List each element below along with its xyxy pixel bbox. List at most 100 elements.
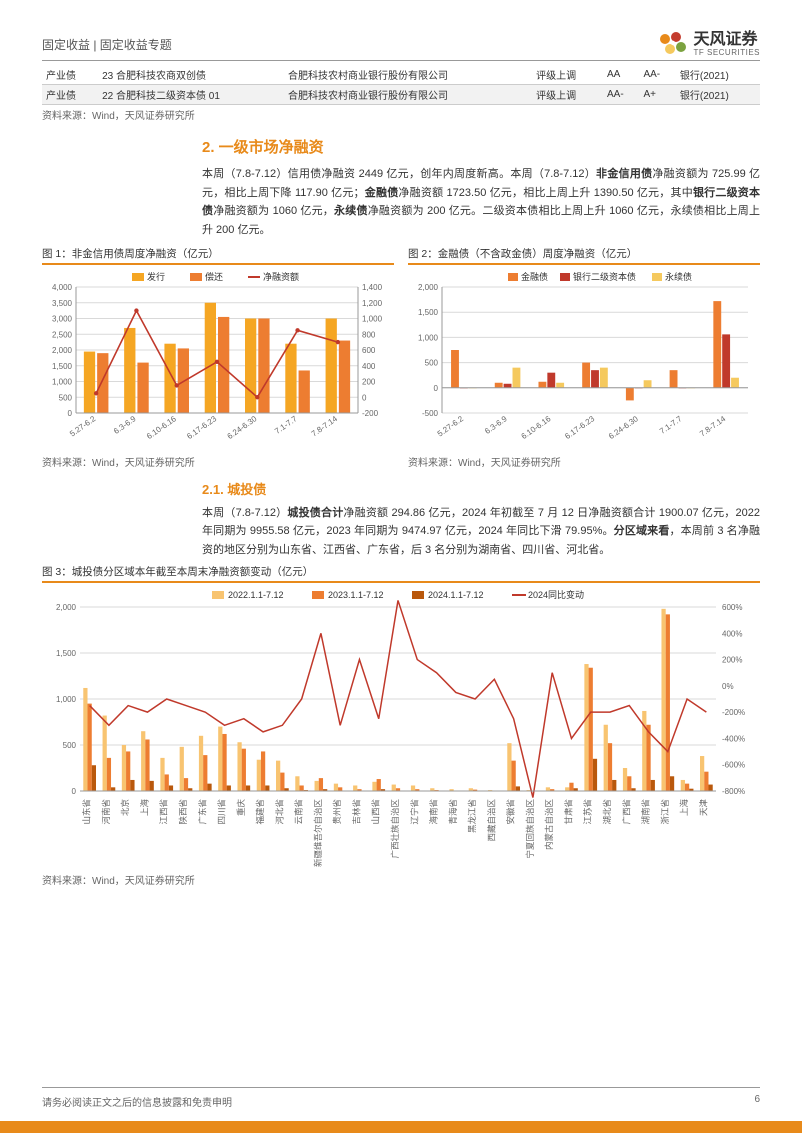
logo-text: 天风证券 <box>693 32 760 48</box>
table-cell: AA- <box>639 65 675 85</box>
svg-text:发行: 发行 <box>147 271 165 282</box>
logo-subtext: TF SECURITIES <box>693 48 760 57</box>
chart-1-title: 图 1：非金信用债周度净融资（亿元） <box>42 246 394 265</box>
svg-text:-800%: -800% <box>722 787 745 796</box>
chart-1: 发行偿还净融资额05001,0001,5002,0002,5003,0003,5… <box>42 269 392 449</box>
svg-text:1,400: 1,400 <box>362 283 383 292</box>
svg-text:-500: -500 <box>422 409 439 418</box>
svg-text:1,500: 1,500 <box>56 649 77 658</box>
svg-text:2024.1.1-7.12: 2024.1.1-7.12 <box>428 590 484 600</box>
svg-text:1,500: 1,500 <box>418 308 439 317</box>
chart-2-title: 图 2：金融债（不含政金债）周度净融资（亿元） <box>408 246 760 265</box>
svg-text:3,500: 3,500 <box>52 299 73 308</box>
table-cell: 22 合肥科技二级资本债 01 <box>98 85 284 105</box>
svg-text:6.3-6.9: 6.3-6.9 <box>483 414 509 436</box>
table-cell: A+ <box>639 85 675 105</box>
svg-text:广西壮族自治区: 广西壮族自治区 <box>390 798 400 858</box>
svg-text:2,000: 2,000 <box>52 346 73 355</box>
chart-3-source: 资料来源：Wind，天风证券研究所 <box>42 872 760 887</box>
svg-text:6.10-6.16: 6.10-6.16 <box>145 414 178 441</box>
table-cell: 合肥科技农村商业银行股份有限公司 <box>284 85 532 105</box>
svg-text:山西省: 山西省 <box>371 798 381 824</box>
svg-text:江西省: 江西省 <box>159 798 169 824</box>
chart-1-source: 资料来源：Wind，天风证券研究所 <box>42 454 394 469</box>
table-cell: 合肥科技农村商业银行股份有限公司 <box>284 65 532 85</box>
svg-text:1,500: 1,500 <box>52 362 73 371</box>
svg-text:北京: 北京 <box>120 799 130 816</box>
page-number: 6 <box>754 1094 760 1109</box>
svg-text:广东省: 广东省 <box>197 798 207 824</box>
svg-text:500: 500 <box>59 393 73 402</box>
svg-text:海南省: 海南省 <box>429 798 439 824</box>
svg-text:4,000: 4,000 <box>52 283 73 292</box>
svg-text:1,000: 1,000 <box>418 333 439 342</box>
section-2-1-title: 2.1. 城投债 <box>202 479 760 498</box>
svg-text:贵州省: 贵州省 <box>332 798 342 824</box>
svg-text:重庆: 重庆 <box>236 798 246 816</box>
footer-disclaimer: 请务必阅读正文之后的信息披露和免责申明 <box>42 1094 232 1109</box>
chart-3-block: 图 3：城投债分区域本年截至本周末净融资额变动（亿元） 2022.1.1-7.1… <box>42 564 760 887</box>
svg-text:500: 500 <box>425 358 439 367</box>
svg-text:宁夏回族自治区: 宁夏回族自治区 <box>525 798 535 858</box>
table-cell: AA- <box>603 85 639 105</box>
svg-text:吉林省: 吉林省 <box>351 798 361 824</box>
header-category: 固定收益 | 固定收益专题 <box>42 36 172 53</box>
svg-text:200: 200 <box>362 377 376 386</box>
svg-text:新疆维吾尔自治区: 新疆维吾尔自治区 <box>313 798 323 866</box>
svg-text:0%: 0% <box>722 682 734 691</box>
chart-2-source: 资料来源：Wind，天风证券研究所 <box>408 454 760 469</box>
table-cell: 产业债 <box>42 65 98 85</box>
svg-text:0: 0 <box>68 409 73 418</box>
page-header: 固定收益 | 固定收益专题 天风证券 TF SECURITIES <box>42 30 760 61</box>
svg-text:6.3-6.9: 6.3-6.9 <box>112 414 138 436</box>
svg-text:河北省: 河北省 <box>274 798 284 824</box>
svg-text:上海: 上海 <box>679 798 689 816</box>
svg-text:200%: 200% <box>722 655 742 664</box>
svg-text:1,000: 1,000 <box>56 695 77 704</box>
svg-text:6.24-6.30: 6.24-6.30 <box>226 414 259 441</box>
svg-text:偿还: 偿还 <box>205 271 223 282</box>
svg-text:800: 800 <box>362 330 376 339</box>
chart-2-block: 图 2：金融债（不含政金债）周度净融资（亿元） 金融债银行二级资本债永续债-50… <box>408 246 760 469</box>
footer-stripe <box>0 1121 802 1133</box>
chart-2: 金融债银行二级资本债永续债-50005001,0001,5002,0005.27… <box>408 269 758 449</box>
svg-text:400: 400 <box>362 362 376 371</box>
table-cell: 银行(2021) <box>676 65 760 85</box>
svg-text:500: 500 <box>63 741 77 750</box>
page-footer: 请务必阅读正文之后的信息披露和免责申明 6 <box>42 1087 760 1109</box>
svg-text:净融资额: 净融资额 <box>263 271 299 282</box>
brand-logo: 天风证券 TF SECURITIES <box>657 30 760 58</box>
svg-text:安徽省: 安徽省 <box>506 798 516 824</box>
svg-text:福建省: 福建省 <box>255 798 265 824</box>
ratings-table: 产业债23 合肥科技农商双创债合肥科技农村商业银行股份有限公司评级上调AAAA-… <box>42 65 760 105</box>
table-cell: 银行(2021) <box>676 85 760 105</box>
svg-text:广西省: 广西省 <box>621 798 631 824</box>
svg-text:0: 0 <box>434 384 439 393</box>
svg-text:云南省: 云南省 <box>294 798 304 824</box>
svg-text:陕西省: 陕西省 <box>178 798 188 824</box>
svg-text:7.1-7.7: 7.1-7.7 <box>273 414 299 436</box>
svg-text:银行二级资本债: 银行二级资本债 <box>573 271 636 282</box>
table-cell: 23 合肥科技农商双创债 <box>98 65 284 85</box>
svg-text:2,000: 2,000 <box>418 283 439 292</box>
table-row: 产业债22 合肥科技二级资本债 01合肥科技农村商业银行股份有限公司评级上调AA… <box>42 85 760 105</box>
svg-text:3,000: 3,000 <box>52 314 73 323</box>
table-source: 资料来源：Wind，天风证券研究所 <box>42 107 760 122</box>
svg-text:天津: 天津 <box>698 798 708 816</box>
svg-text:辽宁省: 辽宁省 <box>409 798 419 824</box>
svg-text:600: 600 <box>362 346 376 355</box>
svg-text:四川省: 四川省 <box>217 798 227 824</box>
table-cell: 评级上调 <box>532 65 603 85</box>
svg-text:-600%: -600% <box>722 761 745 770</box>
section-2-body: 本周（7.8-7.12）信用债净融资 2449 亿元，创年内周度新高。本周（7.… <box>202 165 760 240</box>
svg-text:2024同比变动: 2024同比变动 <box>528 589 584 600</box>
svg-text:西藏自治区: 西藏自治区 <box>486 798 496 841</box>
svg-text:5.27-6.2: 5.27-6.2 <box>68 414 98 439</box>
svg-text:6.17-6.23: 6.17-6.23 <box>563 414 596 441</box>
svg-text:6.24-6.30: 6.24-6.30 <box>607 414 640 441</box>
svg-text:湖南省: 湖南省 <box>641 798 651 824</box>
logo-icon <box>657 30 689 58</box>
svg-text:2022.1.1-7.12: 2022.1.1-7.12 <box>228 590 284 600</box>
svg-text:2,000: 2,000 <box>56 603 77 612</box>
svg-text:5.27-6.2: 5.27-6.2 <box>436 414 466 439</box>
